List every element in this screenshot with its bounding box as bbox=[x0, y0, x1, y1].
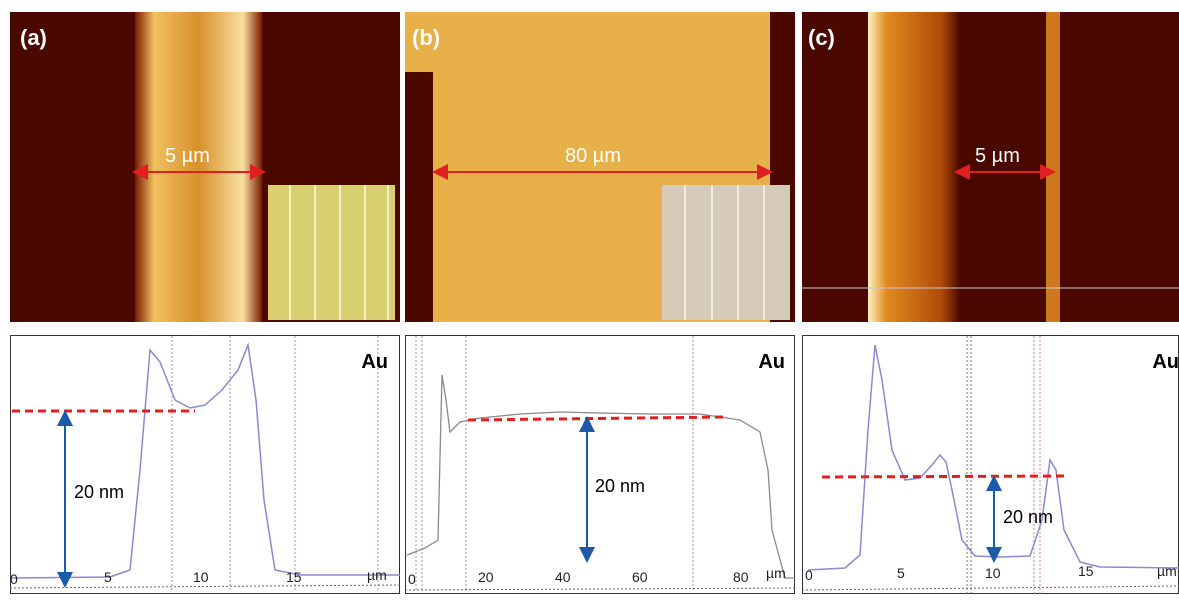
afm-image-c: (c) 5 µm bbox=[802, 12, 1179, 322]
element-label: Au bbox=[758, 351, 785, 373]
scale-bar-label: 5 µm bbox=[165, 145, 210, 167]
x-tick-label: 5 bbox=[897, 565, 905, 581]
x-tick-label: 0 bbox=[10, 571, 18, 587]
x-tick-label: 10 bbox=[193, 569, 209, 585]
x-unit: µm bbox=[766, 565, 786, 581]
panel-label: (a) bbox=[20, 25, 47, 50]
afm-image-b: (b) 80 µm bbox=[405, 12, 795, 322]
x-tick-label: 5 bbox=[104, 569, 112, 585]
height-label: 20 nm bbox=[595, 476, 645, 496]
x-tick-label: 20 bbox=[478, 569, 494, 585]
x-unit: µm bbox=[367, 567, 387, 583]
element-label: Au bbox=[361, 351, 388, 373]
profile-c: Au 20 nm 0 5 10 15 µm bbox=[801, 335, 1179, 595]
x-tick-label: 60 bbox=[632, 569, 648, 585]
scale-bar-label: 5 µm bbox=[975, 145, 1020, 167]
panel-label: (b) bbox=[412, 25, 440, 50]
scale-bar-label: 80 µm bbox=[565, 145, 621, 167]
x-tick-label: 15 bbox=[1078, 563, 1094, 579]
x-tick-label: 0 bbox=[408, 571, 416, 587]
x-tick-label: 10 bbox=[985, 565, 1001, 581]
height-label: 20 nm bbox=[74, 482, 124, 502]
x-unit: µm bbox=[1157, 563, 1177, 579]
profile-b: Au 20 nm 0 20 40 60 80 µm bbox=[404, 335, 796, 594]
height-label: 20 nm bbox=[1003, 507, 1053, 527]
profile-a: Au 20 nm 0 5 10 15 µm bbox=[9, 335, 401, 594]
x-tick-label: 40 bbox=[555, 569, 571, 585]
panel-label: (c) bbox=[808, 25, 835, 50]
x-tick-label: 80 bbox=[733, 569, 749, 585]
x-tick-label: 0 bbox=[805, 567, 813, 583]
element-label: Au bbox=[1152, 351, 1179, 373]
afm-image-a: (a) 5 µm bbox=[10, 12, 400, 322]
x-tick-label: 15 bbox=[286, 569, 302, 585]
